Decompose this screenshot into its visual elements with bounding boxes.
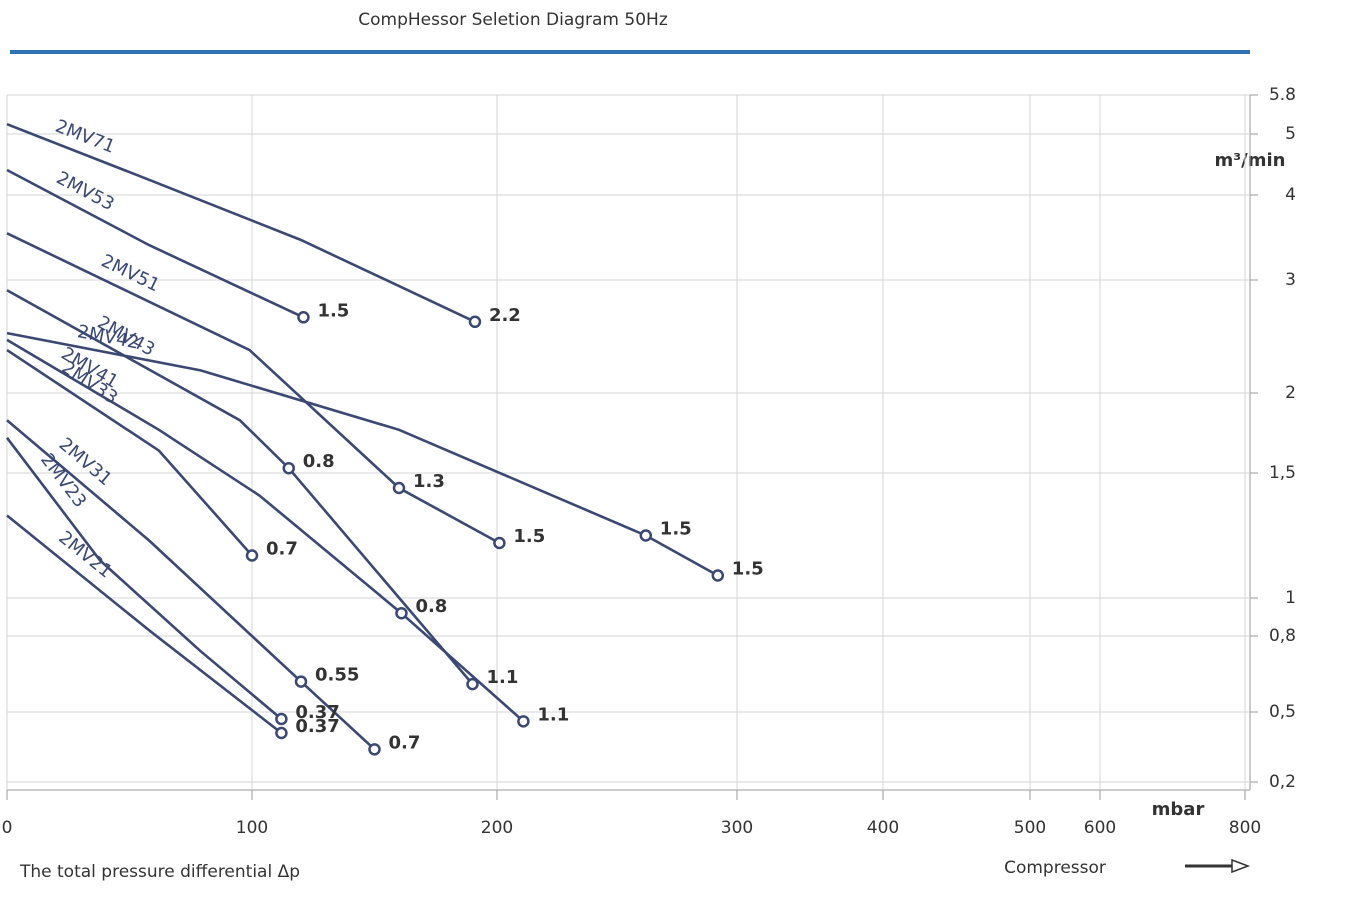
marker-label: 0.37 — [295, 716, 339, 737]
x-tick-label: 0 — [2, 818, 13, 838]
y-tick-label: 2 — [1285, 383, 1296, 403]
x-tick-label: 400 — [867, 818, 899, 838]
marker-label: 1.5 — [513, 526, 545, 547]
x-axis-label: The total pressure differential Δp — [19, 862, 300, 882]
marker — [517, 715, 530, 728]
y-tick-label: 3 — [1285, 270, 1296, 290]
x-tick-label: 300 — [721, 818, 753, 838]
y-tick-label: 4 — [1285, 185, 1296, 205]
y-tick-label: 5.8 — [1269, 85, 1296, 105]
marker-label: 1.1 — [537, 704, 569, 725]
marker — [297, 311, 310, 324]
marker-label: 2.2 — [489, 305, 521, 326]
curve — [6, 168, 304, 319]
x-unit: mbar — [1152, 799, 1205, 820]
marker — [282, 461, 295, 475]
marker — [275, 726, 288, 740]
marker-label: 0.8 — [303, 451, 335, 472]
y-tick-label: 0,8 — [1269, 626, 1296, 646]
marker-label: 1.5 — [317, 300, 349, 321]
marker-label: 0.55 — [315, 665, 359, 686]
marker-label: 0.37 — [295, 702, 339, 723]
marker — [711, 569, 725, 582]
marker — [466, 677, 479, 691]
x-tick-label: 600 — [1084, 818, 1116, 838]
marker — [368, 743, 381, 756]
marker-label: 1.5 — [732, 559, 764, 580]
curve — [6, 232, 501, 545]
footer-label: Compressor — [1004, 858, 1106, 878]
y-tick-label: 1,5 — [1269, 463, 1296, 483]
curve — [6, 331, 719, 577]
curve — [6, 349, 253, 557]
marker — [245, 549, 259, 562]
curve — [5, 437, 283, 720]
marker — [493, 536, 506, 550]
marker — [639, 529, 653, 542]
series-name: 2MV53 — [53, 168, 118, 216]
y-tick-label: 1 — [1285, 588, 1296, 608]
curve — [6, 419, 376, 751]
marker-label: 0.7 — [266, 539, 298, 560]
curve — [6, 514, 283, 735]
marker-label: 1.1 — [487, 667, 519, 688]
chart-title: CompHessor Seletion Diagram 50Hz — [358, 10, 668, 30]
marker-label: 0.8 — [415, 596, 447, 617]
series-name: 2MV71 — [52, 116, 118, 158]
marker — [275, 712, 288, 726]
marker-label: 0.7 — [389, 732, 421, 753]
marker-label: 1.5 — [660, 519, 692, 540]
curve — [6, 122, 476, 323]
arrow — [1185, 858, 1251, 874]
y-tick-label: 5 — [1285, 124, 1296, 144]
curve — [6, 338, 525, 723]
marker-label: 1.3 — [413, 471, 445, 492]
x-tick-label: 500 — [1014, 818, 1046, 838]
marker — [468, 315, 482, 329]
series-name: 2MV51 — [98, 250, 163, 296]
marker — [392, 481, 406, 495]
x-tick-label: 800 — [1229, 818, 1261, 838]
marker — [294, 675, 308, 688]
series-name: 2MV21 — [54, 527, 116, 582]
x-tick-label: 200 — [481, 818, 513, 838]
marker — [395, 606, 408, 620]
x-tick-label: 100 — [236, 818, 268, 838]
y-tick-label: 0,2 — [1269, 772, 1296, 792]
y-tick-label: 0,5 — [1269, 702, 1296, 722]
